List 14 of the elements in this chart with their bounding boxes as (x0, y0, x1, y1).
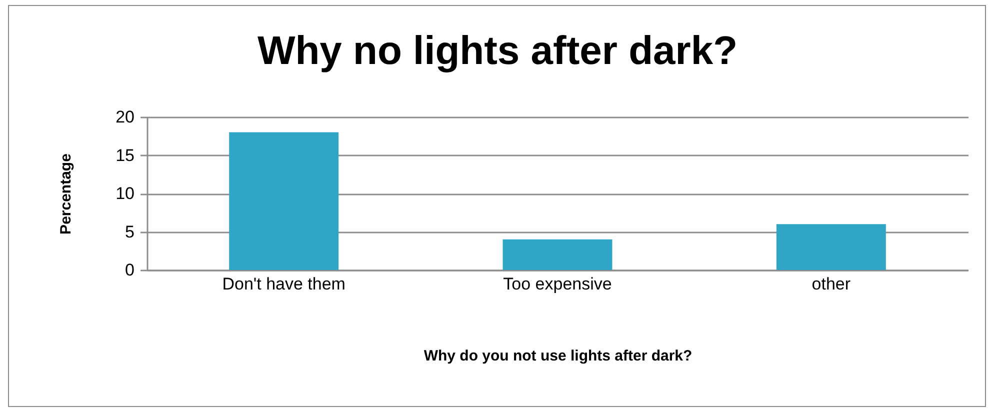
y-tick-label: 0 (125, 260, 134, 280)
bar (776, 224, 886, 270)
y-tick-label: 5 (125, 222, 134, 242)
y-tick-label: 15 (116, 146, 134, 165)
y-axis-title: Percentage (58, 154, 75, 234)
x-tick-label: Don't have them (222, 274, 346, 294)
y-tick-label: 10 (116, 184, 134, 203)
x-tick-label: other (812, 274, 851, 294)
y-tick-label: 20 (116, 108, 134, 126)
x-axis-title: Why do you not use lights after dark? (424, 348, 692, 364)
bar (229, 132, 339, 270)
bar (502, 239, 612, 270)
x-tick-label: Too expensive (503, 274, 612, 294)
chart-title: Why no lights after dark? (257, 29, 738, 73)
